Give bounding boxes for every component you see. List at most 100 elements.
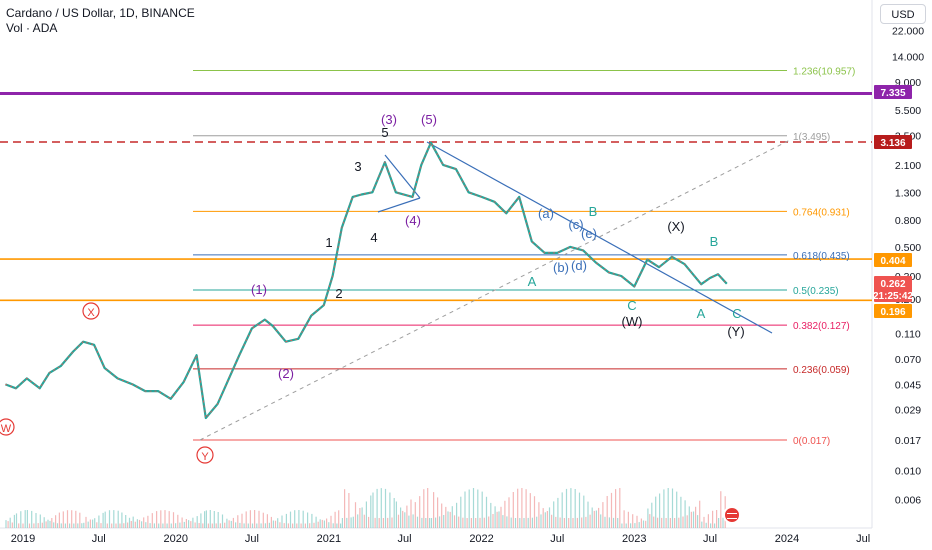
- volume-bar: [429, 518, 431, 528]
- volume-bar: [604, 516, 606, 528]
- volume-bar: [330, 515, 332, 528]
- volume-bar: [529, 493, 531, 528]
- volume-bar: [437, 497, 439, 528]
- volume-bar: [695, 506, 697, 528]
- wave-label: (3): [381, 112, 397, 127]
- volume-bar: [296, 523, 298, 528]
- volume-bar: [123, 523, 125, 528]
- volume-bar: [302, 510, 304, 528]
- volume-histogram: [5, 488, 726, 528]
- volume-bar: [659, 493, 661, 528]
- volume-bar: [64, 523, 66, 528]
- volume-bar: [235, 522, 237, 528]
- wave-label-circle: [0, 418, 15, 436]
- volume-bar: [359, 508, 361, 528]
- triangle-lower-line: [377, 197, 421, 213]
- volume-bar: [33, 523, 35, 528]
- volume-bar: [128, 517, 131, 528]
- volume-bar: [485, 496, 488, 528]
- wave-label: (c): [568, 217, 583, 232]
- volume-bar: [374, 517, 376, 528]
- volume-bar: [410, 499, 412, 528]
- x-tick-label: 2023: [622, 533, 646, 545]
- volume-bar: [502, 515, 504, 528]
- volume-bar: [217, 512, 219, 528]
- volume-bar: [602, 502, 604, 528]
- y-tick-label: 0.010: [895, 465, 921, 477]
- volume-bar: [441, 503, 443, 528]
- volume-bar: [416, 516, 419, 528]
- wave-label: X: [87, 307, 95, 319]
- volume-bar: [718, 518, 720, 528]
- volume-bar: [512, 492, 514, 528]
- price-tag-label: 3.136: [880, 138, 905, 149]
- volume-bar: [132, 516, 134, 528]
- volume-bar: [439, 516, 441, 528]
- volume-bar: [251, 523, 254, 528]
- volume-bar: [158, 523, 160, 528]
- volume-bar: [49, 520, 51, 528]
- volume-bar: [326, 518, 328, 528]
- us-flag-icon[interactable]: [723, 506, 741, 524]
- volume-bar: [313, 522, 315, 528]
- volume-bar: [11, 522, 13, 528]
- x-tick-label: Jul: [550, 533, 564, 545]
- volume-bar: [51, 518, 53, 528]
- x-tick-label: Jul: [245, 533, 259, 545]
- volume-bar: [56, 523, 59, 528]
- wave-label: Y: [201, 451, 209, 463]
- volume-bar: [653, 516, 655, 528]
- volume-bar: [69, 523, 71, 528]
- volume-bar: [292, 523, 294, 528]
- volume-bar: [162, 523, 164, 528]
- volume-bar: [591, 507, 593, 528]
- volume-bar: [678, 517, 680, 528]
- volume-bar: [581, 517, 583, 528]
- volume-bar: [266, 514, 268, 528]
- volume-bar: [647, 508, 649, 528]
- volume-bar: [175, 523, 177, 528]
- wave-label: C: [732, 306, 741, 321]
- y-tick-label: 0.500: [895, 242, 921, 254]
- volume-bar: [194, 522, 196, 528]
- wave-label: (a): [538, 206, 554, 221]
- volume-bar: [488, 516, 490, 528]
- volume-bar: [224, 522, 226, 528]
- symbol-title[interactable]: Cardano / US Dollar, 1D, BINANCE: [6, 6, 195, 20]
- volume-bar: [354, 502, 357, 528]
- volume-bar: [427, 488, 429, 528]
- volume-bar: [397, 514, 400, 528]
- volume-bar: [449, 511, 451, 528]
- volume-bar: [205, 510, 207, 528]
- fib-label: 0.382(0.127): [793, 321, 850, 332]
- wave-label: 4: [370, 230, 377, 245]
- volume-bar: [268, 522, 270, 528]
- volume-bar: [621, 523, 623, 528]
- volume-bar: [31, 510, 33, 528]
- wave-label: 1: [325, 235, 332, 250]
- volume-bar: [117, 510, 119, 528]
- fib-label: 0.5(0.235): [793, 286, 839, 297]
- descending-trendline: [426, 141, 773, 334]
- volume-bar: [514, 518, 517, 528]
- volume-bar: [350, 517, 352, 528]
- volume-bar: [400, 507, 402, 528]
- volume-bar: [125, 515, 127, 528]
- volume-bar: [640, 518, 642, 528]
- volume-bar: [540, 514, 542, 528]
- y-tick-label: 1.300: [895, 187, 921, 199]
- volume-bar: [565, 488, 568, 528]
- volume-bar: [134, 521, 136, 528]
- volume-label[interactable]: Vol · ADA: [6, 21, 58, 35]
- volume-bar: [391, 517, 393, 528]
- currency-button[interactable]: USD: [880, 4, 926, 24]
- volume-bar: [344, 489, 346, 528]
- volume-bar: [7, 521, 9, 528]
- volume-bar: [20, 511, 22, 528]
- volume-bar: [96, 522, 98, 528]
- volume-bar: [380, 488, 382, 528]
- volume-bar: [89, 519, 91, 528]
- volume-bar: [475, 518, 477, 528]
- volume-bar: [544, 512, 546, 528]
